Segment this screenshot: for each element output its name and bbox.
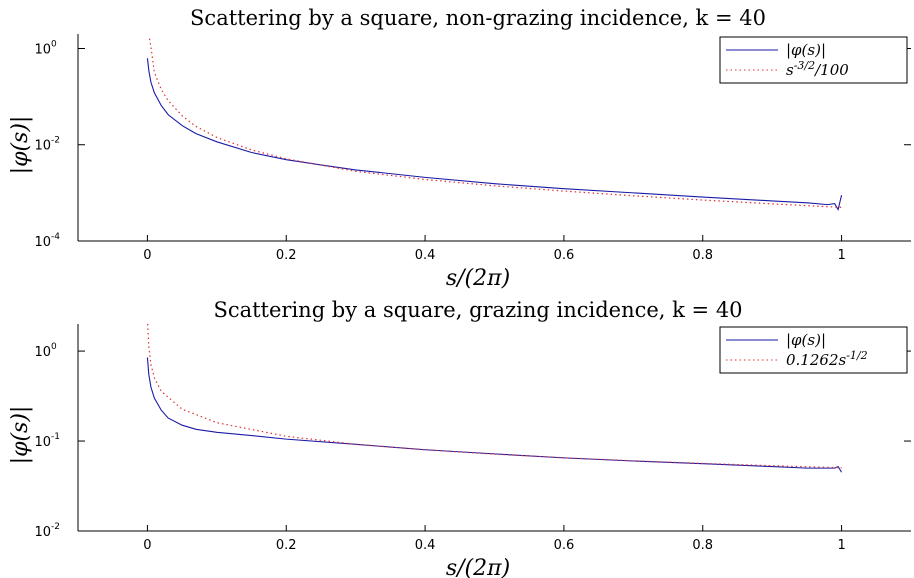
x-tick-label: 0.6: [554, 538, 575, 553]
y-tick-label: 10: [34, 139, 51, 154]
x-tick-label: 0: [143, 248, 151, 263]
panel-grazing: Scattering by a square, grazing incidenc…: [8, 298, 911, 578]
y-tick-label: 10: [34, 42, 51, 57]
chart-title: Scattering by a square, non-grazing inci…: [190, 6, 766, 30]
x-axis-label: s/(2π): [446, 266, 510, 291]
y-tick-exponent: -2: [51, 136, 60, 146]
x-tick-label: 0.8: [692, 538, 713, 553]
y-axis-label: |φ(s)|: [8, 406, 33, 465]
series-reference-line: [147, 323, 842, 469]
panel-non-grazing: Scattering by a square, non-grazing inci…: [8, 6, 911, 291]
legend-label: s-3/2/100: [786, 59, 849, 79]
x-tick-label: 1: [837, 538, 845, 553]
y-tick-exponent: -2: [51, 522, 60, 532]
y-tick-exponent: -4: [51, 232, 60, 242]
legend: |φ(s)|0.1262s-1/2: [719, 326, 908, 374]
x-tick-label: 0.4: [415, 248, 436, 263]
y-tick-exponent: 0: [51, 342, 57, 352]
y-tick-label: 10: [34, 345, 51, 360]
series-phi-line: [146, 58, 843, 212]
chart-title: Scattering by a square, grazing incidenc…: [213, 298, 742, 322]
series-phi-line: [146, 357, 843, 473]
y-tick-label: 10: [34, 435, 51, 450]
legend: |φ(s)|s-3/2/100: [719, 36, 908, 84]
x-tick-label: 0.2: [276, 538, 297, 553]
series-reference-line: [148, 38, 842, 208]
legend-label: 0.1262s-1/2: [786, 349, 868, 369]
x-tick-label: 0: [143, 538, 151, 553]
x-axis-label: s/(2π): [446, 556, 510, 578]
legend-box: [719, 326, 908, 374]
x-tick-label: 0.2: [276, 248, 297, 263]
y-tick-label: 10: [34, 235, 51, 250]
x-tick-label: 0.6: [554, 248, 575, 263]
y-tick-label: 10: [34, 525, 51, 540]
legend-label: |φ(s)|: [786, 41, 826, 59]
legend-label: |φ(s)|: [786, 331, 826, 349]
legend-box: [719, 36, 908, 84]
y-axis-label: |φ(s)|: [8, 116, 33, 175]
x-tick-label: 0.4: [415, 538, 436, 553]
x-tick-label: 0.8: [692, 248, 713, 263]
y-tick-exponent: -1: [51, 432, 60, 442]
x-tick-label: 1: [837, 248, 845, 263]
y-tick-exponent: 0: [51, 39, 57, 49]
